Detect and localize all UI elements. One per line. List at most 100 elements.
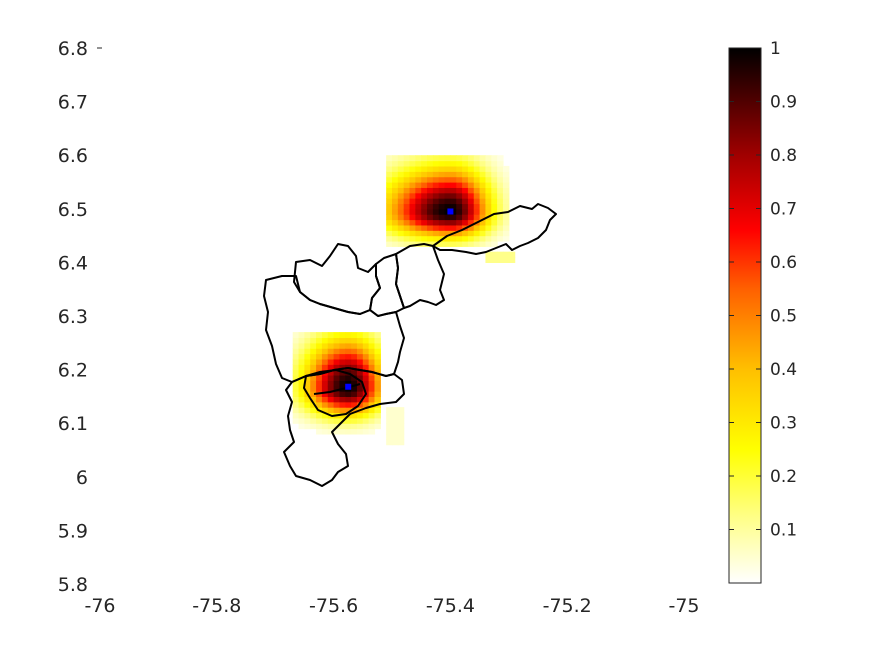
heat-cell <box>491 176 498 183</box>
heat-cell <box>467 219 475 226</box>
municipality-boundaries <box>263 203 557 487</box>
heat-cell <box>321 358 329 365</box>
colorbar-tick-label: 0.2 <box>770 467 797 487</box>
heat-cell <box>491 208 498 215</box>
heat-cell <box>403 214 411 221</box>
heat-cell <box>473 235 481 242</box>
heat-cell <box>421 214 428 221</box>
heat-cell <box>479 155 487 162</box>
heat-cell <box>310 337 317 344</box>
heat-cell <box>333 417 341 424</box>
heat-cell <box>467 198 475 205</box>
heat-cell <box>327 417 335 424</box>
heat-cell <box>368 374 376 381</box>
heat-cell <box>415 208 422 215</box>
heat-cell <box>450 182 457 188</box>
heat-cell <box>351 380 358 387</box>
heat-cell <box>403 155 411 162</box>
heat-cell <box>450 240 457 247</box>
heat-cell <box>473 182 481 188</box>
heat-cell <box>356 412 364 419</box>
colorbar-tick-label: 0.8 <box>770 146 797 166</box>
heat-cell <box>432 155 440 162</box>
heat-cell <box>304 374 311 381</box>
heat-cell <box>403 165 411 172</box>
x-tick-label: -75.8 <box>192 595 241 617</box>
heat-cell <box>485 160 492 167</box>
heat-cell <box>467 230 475 237</box>
heat-cell <box>409 208 416 215</box>
heat-cell <box>339 337 346 344</box>
heat-cell <box>356 374 364 381</box>
heat-cell <box>368 337 376 344</box>
heat-cell <box>362 332 370 339</box>
heat-cell <box>321 342 329 349</box>
heat-cell <box>467 240 475 247</box>
heat-cell <box>415 165 422 172</box>
heat-cell <box>415 224 422 231</box>
heat-cell <box>333 332 341 339</box>
heat-cell <box>467 203 475 210</box>
heat-cell <box>479 219 487 226</box>
heat-cell <box>502 165 510 172</box>
boundary-north-municipality-a <box>395 243 445 309</box>
heat-cell <box>508 251 516 258</box>
heat-cell <box>351 342 358 349</box>
heat-cell <box>456 219 463 226</box>
heat-cell <box>368 380 376 387</box>
heat-cell <box>403 192 411 199</box>
heat-cell <box>479 203 487 210</box>
heat-cell <box>292 342 300 349</box>
heat-cell <box>467 165 475 172</box>
heat-cell <box>467 208 475 215</box>
heat-cell <box>450 208 457 215</box>
heat-cell <box>473 165 481 172</box>
heat-cell <box>485 192 492 199</box>
heat-cell <box>327 332 335 339</box>
heat-cell <box>491 182 498 188</box>
heat-cell <box>497 155 504 162</box>
heat-cell <box>497 257 504 263</box>
heat-cell <box>392 155 399 162</box>
heat-cell <box>497 235 504 242</box>
heat-cell <box>467 187 475 194</box>
heat-cell <box>327 380 335 387</box>
heat-cell <box>339 428 346 435</box>
heat-cell <box>374 380 381 387</box>
heat-cell <box>438 176 446 183</box>
x-tick-label: -75.6 <box>309 595 358 617</box>
heat-cell <box>415 198 422 205</box>
heat-cell <box>339 380 346 387</box>
heat-cell <box>473 208 481 215</box>
colorbar-tick-label: 0.3 <box>770 414 797 434</box>
heat-cell <box>298 412 305 419</box>
heat-cell <box>403 198 411 205</box>
heat-cell <box>316 348 323 355</box>
heat-cell <box>485 171 492 178</box>
heat-cell <box>298 407 305 414</box>
heat-cell <box>327 391 335 397</box>
heat-cell <box>386 219 393 226</box>
heat-cell <box>444 203 451 210</box>
plot-area <box>263 155 557 487</box>
heat-cell <box>415 214 422 221</box>
heat-cell <box>427 203 434 210</box>
heat-cell <box>432 230 440 237</box>
heat-cell <box>479 230 487 237</box>
heat-cell <box>321 337 329 344</box>
heat-cell <box>304 423 311 430</box>
heat-cell <box>292 385 300 392</box>
heat-cell <box>298 380 305 387</box>
heat-cell <box>316 401 323 408</box>
heat-cell <box>292 401 300 408</box>
heat-cell <box>397 224 405 231</box>
heat-cell <box>351 332 358 339</box>
heat-cell <box>327 428 335 435</box>
heat-cell <box>497 176 504 183</box>
heat-cell <box>427 192 434 199</box>
heat-cell <box>462 187 469 194</box>
heat-cell <box>497 165 504 172</box>
heat-cell <box>298 337 305 344</box>
heat-cell <box>502 182 510 188</box>
heat-cell <box>386 187 393 194</box>
